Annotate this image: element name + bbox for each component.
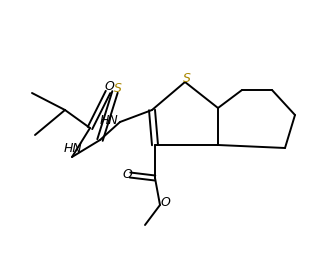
Text: S: S xyxy=(114,83,122,96)
Text: HN: HN xyxy=(99,115,118,128)
Text: HN: HN xyxy=(64,142,82,155)
Text: S: S xyxy=(183,72,191,86)
Text: O: O xyxy=(104,80,114,92)
Text: O: O xyxy=(160,197,170,210)
Text: O: O xyxy=(122,168,132,182)
